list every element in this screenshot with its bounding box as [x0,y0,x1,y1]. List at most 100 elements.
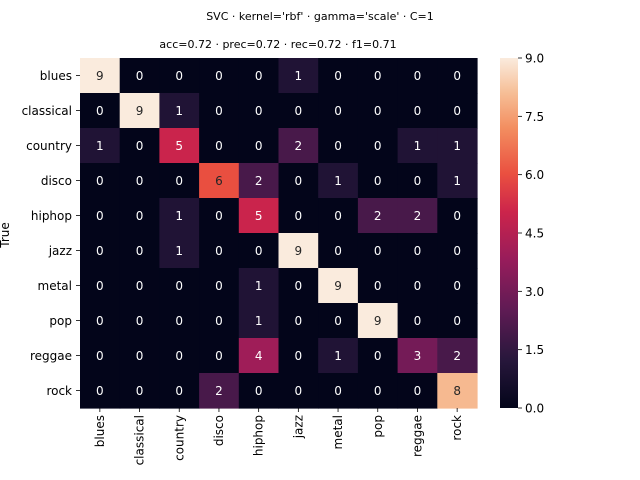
cell-value-label: 0 [414,314,422,328]
heatmap-cell [278,163,319,199]
heatmap-cell [119,93,160,129]
cell-value-label: 0 [374,139,382,153]
cell-value-label: 1 [453,174,461,188]
heatmap-cell [318,128,359,164]
heatmap-cell [80,303,121,339]
cell-value-label: 0 [414,279,422,293]
heatmap-cell [80,198,121,234]
heatmap-cell [199,338,240,374]
heatmap-cell [278,93,319,129]
cell-value-label: 0 [453,209,461,223]
colorbar-tick-label: 1.5 [525,343,544,357]
heatmap-cell [357,373,399,409]
heatmap-cell [437,303,478,339]
heatmap-cell [318,233,359,269]
y-tick-label: blues [40,69,72,83]
heatmap-cell [357,303,399,339]
cell-value-label: 2 [255,174,263,188]
colorbar-tick-label: 7.5 [525,110,544,124]
cell-value-label: 0 [453,314,461,328]
cell-value-label: 1 [453,139,461,153]
heatmap-cell [199,268,240,304]
cell-value-label: 0 [334,104,342,118]
x-tick-label: classical [133,415,147,465]
cell-value-label: 0 [175,69,183,83]
cell-value-label: 0 [414,104,422,118]
cell-value-label: 0 [295,314,303,328]
heatmap-cell [437,268,478,304]
cell-value-label: 0 [414,174,422,188]
heatmap-cell [238,163,280,199]
cell-value-label: 0 [96,209,104,223]
y-tick-label: pop [49,314,72,328]
colorbar-tick-label: 9.0 [525,52,544,66]
cell-value-label: 0 [136,384,144,398]
cell-value-label: 1 [255,279,263,293]
y-tick-label: metal [38,279,72,293]
colorbar-tick-label: 3.0 [525,285,544,299]
cell-value-label: 0 [175,279,183,293]
heatmap-cell [80,163,121,199]
cell-value-label: 9 [136,104,144,118]
heatmap-cell [238,303,280,339]
cell-value-label: 0 [374,174,382,188]
heatmap-cell [357,58,399,94]
heatmap-cell [238,373,280,409]
cell-value-label: 0 [175,174,183,188]
heatmap-cell [357,163,399,199]
cell-value-label: 9 [374,314,382,328]
cell-value-label: 0 [374,384,382,398]
cell-value-label: 0 [215,104,223,118]
colorbar: 0.0 1.5 3.0 4.5 6.0 7.5 9.0 [500,52,544,416]
heatmap-cell [318,93,359,129]
heatmap-cell [199,58,240,94]
y-tick-label: country [26,139,72,153]
heatmap-cell [357,268,399,304]
cell-value-label: 1 [334,174,342,188]
cell-value-label: 1 [414,139,422,153]
cell-value-label: 0 [96,384,104,398]
cell-value-label: 0 [215,209,223,223]
heatmap-cell [278,268,319,304]
heatmap-cell [80,373,121,409]
cell-value-label: 0 [136,174,144,188]
cell-value-label: 8 [453,384,461,398]
cell-value-label: 9 [96,69,104,83]
cell-value-label: 0 [175,384,183,398]
heatmap-cell [119,373,160,409]
cell-value-label: 0 [215,139,223,153]
chart-title: SVC · kernel='rbf' · gamma='scale' · C=1 [206,10,434,23]
heatmap-cell [119,163,160,199]
cell-value-label: 0 [334,69,342,83]
cell-value-label: 5 [175,139,183,153]
heatmap-cell [437,233,478,269]
cell-value-label: 0 [136,314,144,328]
heatmap-cell [437,198,478,234]
heatmap-cell [159,198,200,234]
heatmap-cell [159,58,200,94]
cell-value-label: 0 [255,384,263,398]
x-tick-label: blues [93,415,107,447]
heatmap-cell [278,128,319,164]
cell-value-label: 0 [295,384,303,398]
x-tick-label: hiphop [252,415,266,456]
heatmap-cell [199,163,240,199]
heatmap-cell [278,58,319,94]
heatmap-cell [437,373,478,409]
cell-value-label: 1 [175,104,183,118]
heatmap-cell [159,233,200,269]
cell-value-label: 0 [453,104,461,118]
cell-value-label: 3 [414,349,422,363]
y-tick-labels: blues classical country disco hiphop jazz meta… [22,69,80,398]
cell-value-label: 0 [295,279,303,293]
heatmap-cell [159,338,200,374]
heatmap-cell [199,373,240,409]
y-tick-label: rock [46,384,72,398]
heatmap-cell [278,233,319,269]
cell-value-label: 1 [175,209,183,223]
cell-value-label: 0 [96,174,104,188]
cell-value-label: 0 [215,69,223,83]
cell-value-label: 0 [374,244,382,258]
heatmap-cell [397,233,438,269]
